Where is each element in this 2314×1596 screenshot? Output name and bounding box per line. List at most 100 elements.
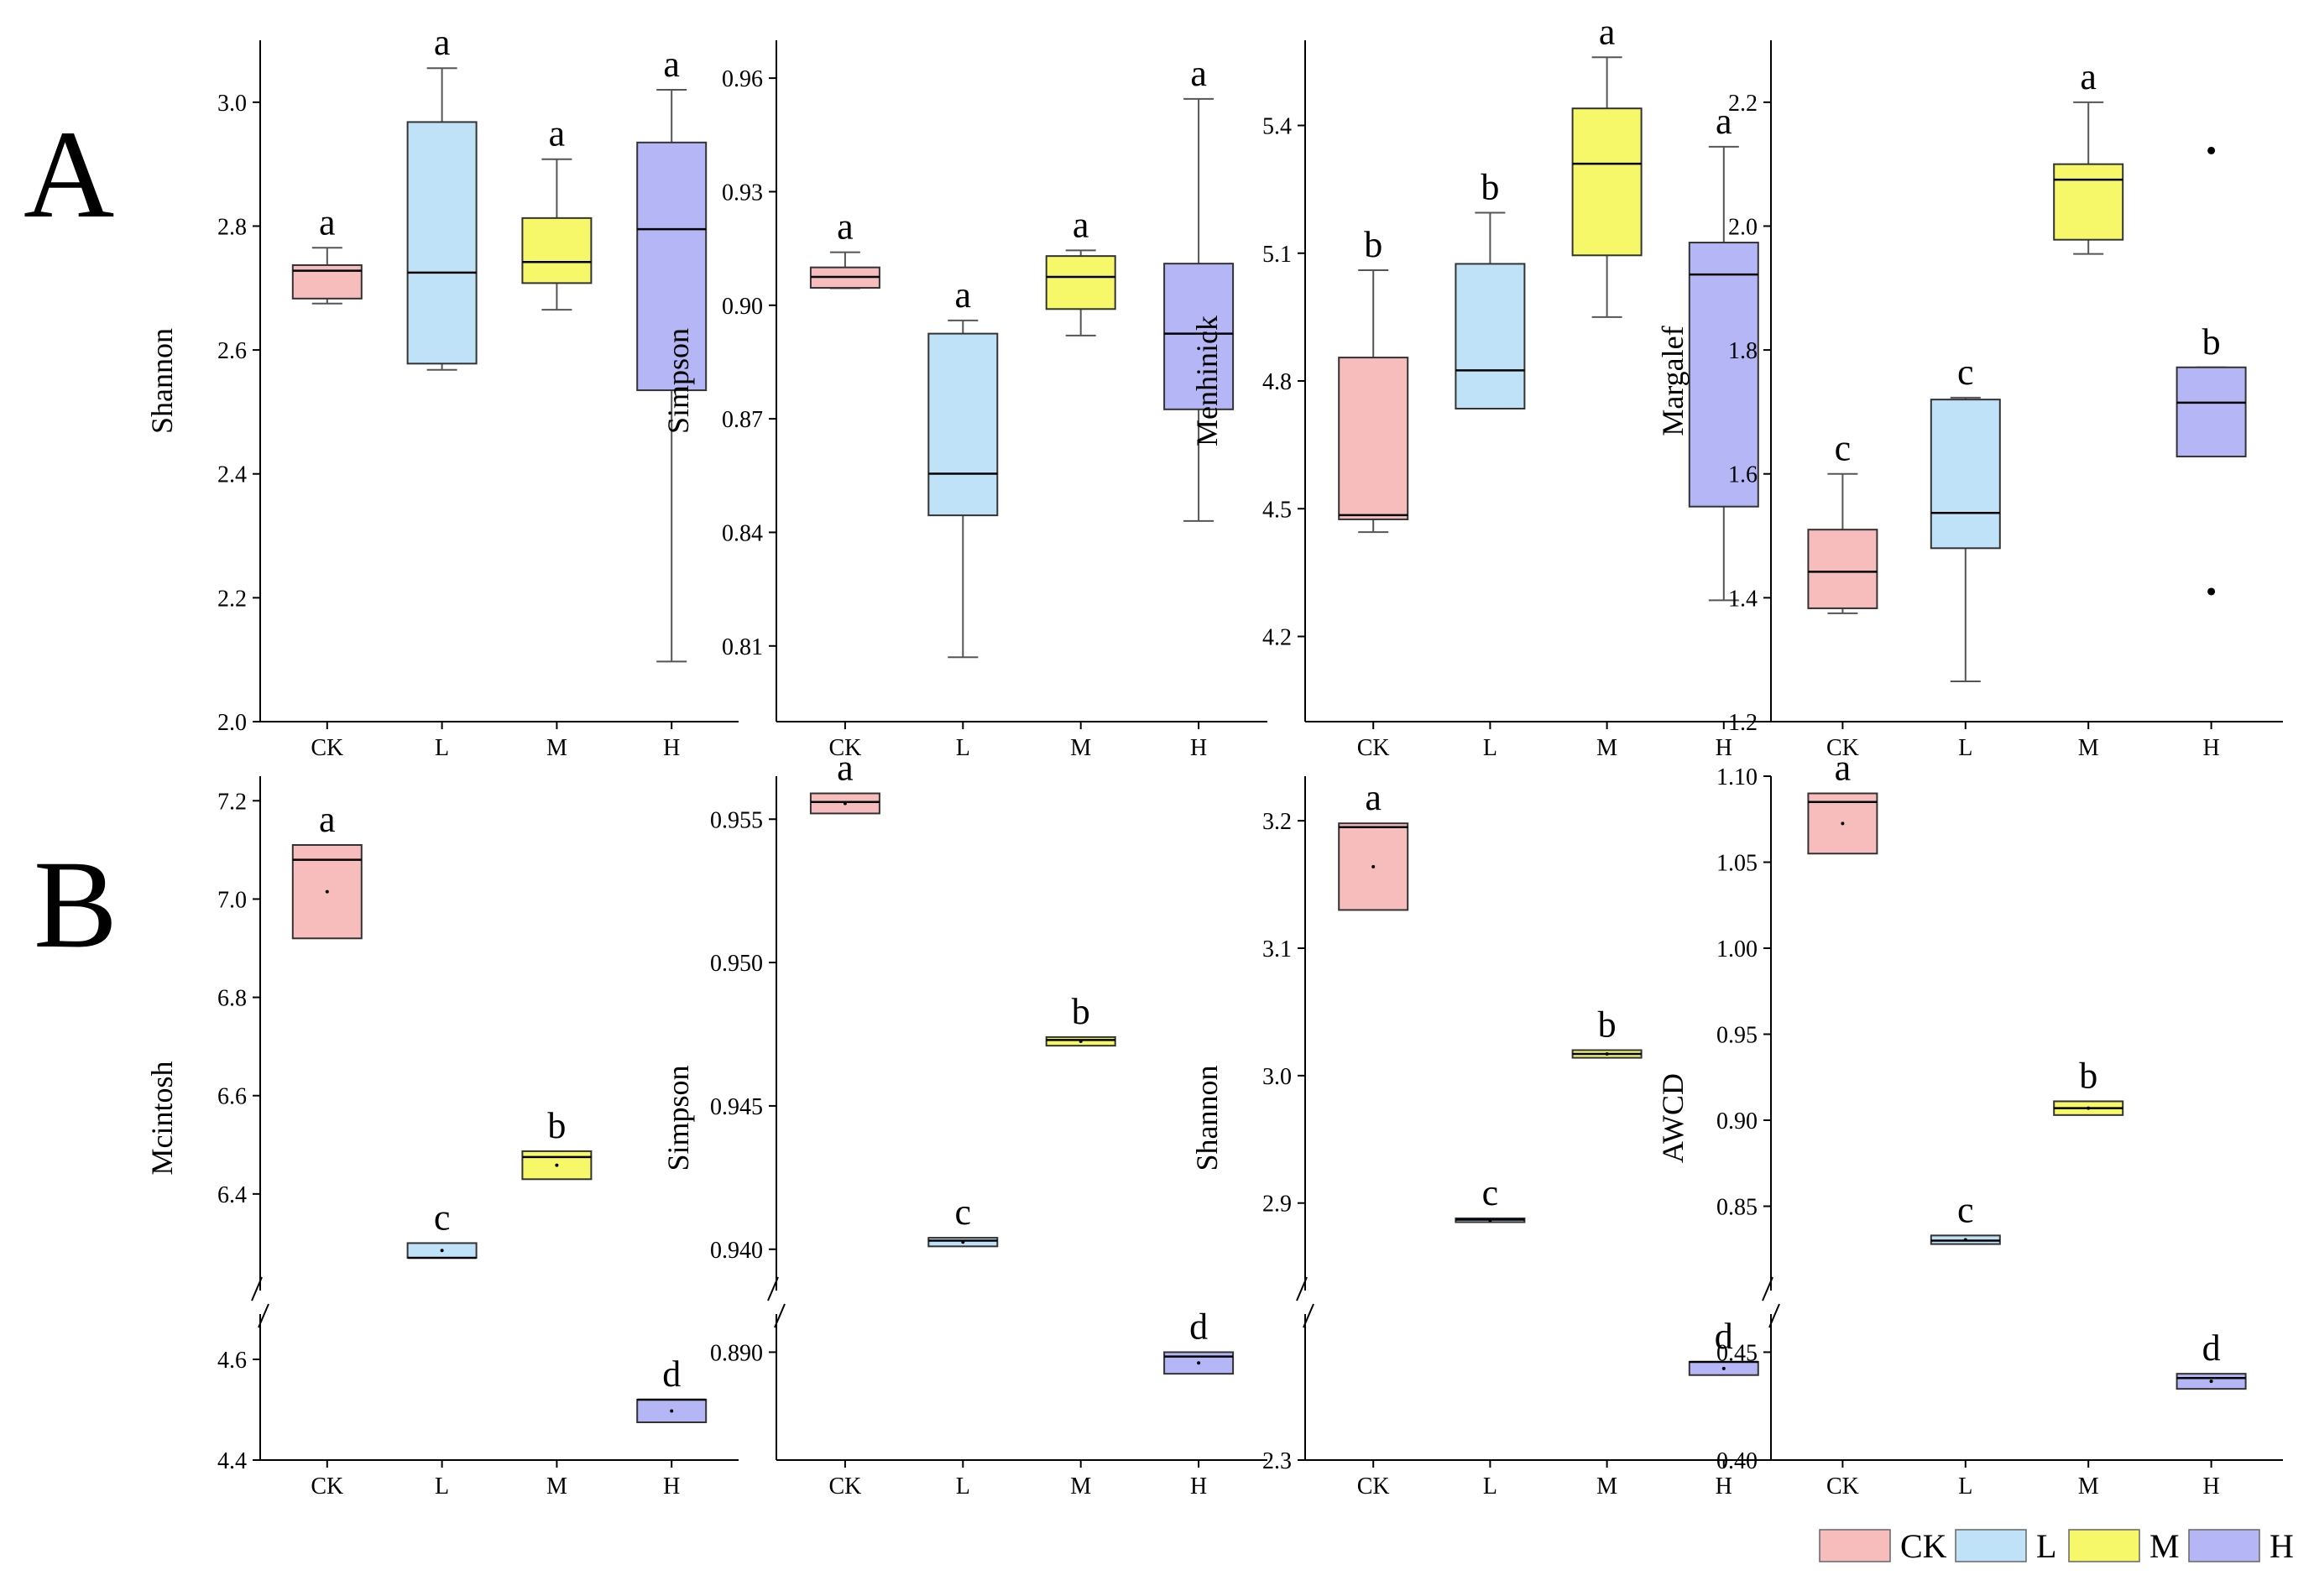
box-body — [1338, 357, 1409, 520]
box-body — [2176, 366, 2247, 458]
significance-letter: c — [1482, 1172, 1499, 1213]
significance-letter: c — [1835, 428, 1852, 469]
box-ck: c — [1807, 428, 1878, 614]
mean-dot — [843, 801, 847, 806]
x-tick-label: CK — [311, 735, 343, 761]
mean-dot — [2087, 1106, 2091, 1110]
significance-letter: a — [1190, 53, 1207, 94]
box-l: c — [927, 1192, 999, 1248]
chart-a-menhinick: 4.2 4.5 4.8 5.1 5.4 Menhinick CK L M Hb b a a — [1190, 11, 1792, 761]
y-tick-label: 2.4 — [217, 462, 247, 488]
box-l: c — [1455, 1172, 1526, 1223]
y-tick-label: 1.00 — [1716, 936, 1758, 962]
y-tick-label: 0.96 — [722, 66, 763, 92]
y-tick-label: 1.10 — [1716, 764, 1758, 790]
y-tick-label: 0.890 — [710, 1340, 763, 1366]
box-h: a — [1688, 101, 1759, 602]
box-ck: b — [1338, 224, 1409, 534]
box-h: d — [1163, 1306, 1235, 1375]
x-tick-label: L — [1958, 735, 1972, 761]
outlier-point — [2207, 146, 2216, 154]
significance-letter: b — [1598, 1004, 1617, 1045]
mean-dot — [961, 1240, 965, 1244]
box-body — [1571, 107, 1643, 257]
significance-letter: a — [1073, 204, 1089, 245]
y-tick-label: 6.8 — [217, 986, 247, 1012]
y-axis-label: AWCD — [1656, 1073, 1690, 1163]
x-tick-label: M — [2078, 1473, 2099, 1500]
box-h: d — [2176, 1327, 2247, 1390]
y-tick-label: 1.8 — [1728, 338, 1758, 364]
box-m: a — [521, 113, 593, 311]
y-tick-label: 2.2 — [217, 586, 247, 612]
mean-dot — [1197, 1361, 1201, 1365]
y-tick-label: 5.4 — [1262, 114, 1292, 140]
x-tick-label: M — [1596, 735, 1617, 761]
axis-break-mark — [258, 1303, 269, 1328]
legend-swatch — [1955, 1529, 2027, 1562]
panel-label-a: A — [24, 105, 114, 244]
box-h: d — [636, 1353, 708, 1423]
mean-dot — [670, 1409, 674, 1413]
significance-letter: b — [1364, 224, 1382, 265]
y-tick-label: 2.8 — [217, 214, 247, 240]
box-m: a — [1045, 204, 1116, 336]
legend-swatch — [2068, 1529, 2140, 1562]
box-l: c — [1930, 1189, 2001, 1245]
mean-dot — [1605, 1052, 1609, 1056]
box-body — [521, 216, 593, 284]
mean-dot — [1963, 1238, 1967, 1242]
y-tick-label: 7.0 — [217, 887, 247, 913]
x-tick-label: H — [1190, 735, 1207, 761]
y-tick-label: 0.85 — [1716, 1195, 1758, 1221]
legend-item-l: L — [1955, 1527, 2056, 1565]
y-axis-label: Shannon — [1190, 1066, 1224, 1171]
x-tick-label: M — [2078, 735, 2099, 761]
y-tick-label: 0.90 — [1716, 1108, 1758, 1134]
significance-letter: a — [319, 799, 336, 840]
y-tick-label: 4.4 — [217, 1448, 247, 1474]
y-tick-label: 3.2 — [1262, 809, 1292, 835]
box-m: b — [521, 1105, 593, 1181]
x-tick-label: CK — [1826, 1473, 1859, 1500]
y-axis-label: Simpson — [661, 1065, 695, 1171]
mean-dot — [440, 1249, 444, 1253]
x-tick-label: H — [1716, 1473, 1732, 1500]
x-tick-label: L — [1958, 1473, 1972, 1500]
significance-letter: a — [319, 201, 336, 243]
y-axis-label: Menhinick — [1190, 316, 1224, 446]
y-tick-label: 2.0 — [217, 710, 247, 736]
mean-dot — [1371, 864, 1376, 868]
y-axis-label: Mcintosh — [145, 1061, 179, 1175]
x-tick-label: L — [435, 1473, 449, 1500]
y-tick-label: 1.6 — [1728, 462, 1758, 488]
x-tick-label: L — [435, 735, 449, 761]
significance-letter: a — [663, 44, 680, 85]
box-ck: a — [291, 799, 363, 940]
axis-break-mark — [774, 1303, 786, 1328]
box-l: c — [406, 1197, 478, 1260]
legend-label: L — [2036, 1527, 2056, 1565]
axis-break-mark — [1762, 1276, 1773, 1301]
axis-break-mark — [251, 1276, 263, 1301]
panel-label-b: B — [34, 835, 118, 974]
box-m: b — [2053, 1055, 2124, 1116]
box-ck: a — [1807, 748, 1878, 855]
x-tick-label: H — [1190, 1473, 1207, 1500]
legend-label: H — [2270, 1527, 2294, 1565]
y-tick-label: 0.955 — [710, 807, 763, 833]
box-h: a — [1163, 53, 1235, 522]
box-body — [2053, 163, 2124, 241]
significance-letter: d — [662, 1353, 681, 1395]
chart-b-shannon: 2.9 3.0 3.1 3.2 2.3 Shannon CK L M Ha c b d — [1190, 776, 1792, 1500]
x-tick-label: H — [1716, 735, 1732, 761]
box-ck: a — [291, 201, 363, 305]
significance-letter: d — [2202, 1327, 2221, 1369]
x-tick-label: L — [956, 1473, 970, 1500]
box-m: b — [1045, 991, 1116, 1047]
x-tick-label: M — [1596, 1473, 1617, 1500]
significance-letter: b — [2202, 321, 2221, 362]
y-tick-label: 2.2 — [1728, 91, 1758, 117]
